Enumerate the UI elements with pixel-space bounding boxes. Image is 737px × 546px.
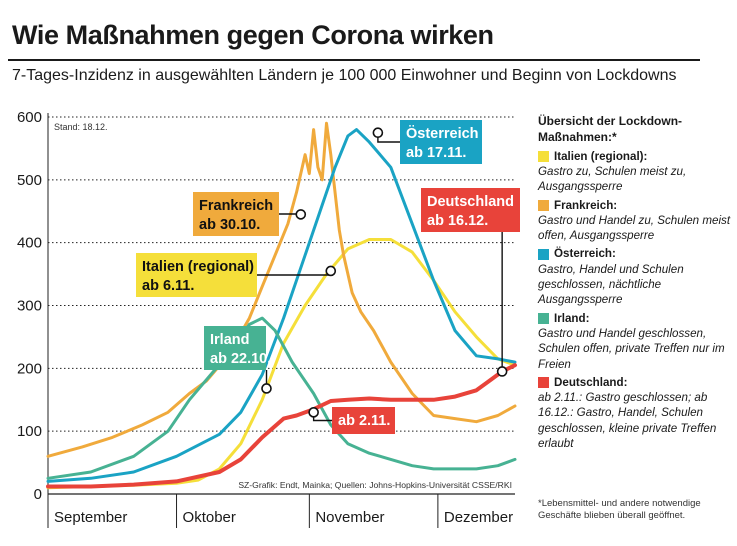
annotation-box [332,407,395,434]
legend-swatch [538,199,549,211]
annotation-label: ab 22.10. [210,351,271,367]
annotation-2: Österreich ab 17.11. [372,120,482,164]
y-tick-label: 0 [34,486,42,503]
annotation-3: Irland ab 22.10. [204,326,272,394]
title-divider [8,59,700,61]
annotation-label: ab 16.12. [427,213,488,229]
annotation-marker [496,366,508,377]
annotation-label: ab 17.11. [406,145,466,161]
stand-label: Stand: 18.12. [54,122,108,132]
legend-item-name: Frankreich: [554,198,618,212]
annotation-label: Österreich [406,125,479,142]
y-tick-label: 200 [17,360,42,377]
y-tick-label: 400 [17,235,42,252]
legend-item-desc: Gastro zu, Schulen meist zu, Ausgangsspe… [538,164,687,194]
annotation-label: Irland [210,332,249,348]
legend-item-name: Irland: [554,311,590,325]
legend-swatch [538,248,549,260]
legend-item-desc: Gastro, Handel und Schulen geschlossen, … [538,262,684,307]
legend-item-name: Deutschland: [554,375,628,389]
legend-item-desc: ab 2.11.: Gastro geschlossen; ab 16.12.:… [538,391,717,450]
annotation-box [136,253,257,297]
series-line-österreich [46,128,517,483]
y-tick-label: 300 [17,298,42,315]
annotation-label: ab 30.10. [199,217,260,233]
footnote: *Lebensmittel- und andere notwendige Ges… [538,498,701,521]
legend-item-oesterreich: Österreich: Gastro, Handel und Schulen g… [538,246,734,307]
x-tick-label: September [54,509,127,526]
x-tick-label: Dezember [444,509,513,526]
annotation-box [193,192,279,236]
series-line-deutschland [46,363,517,489]
annotation-1: Italien (regional) ab 6.11. [136,253,337,297]
legend-swatch [538,150,549,162]
legend-item-irland: Irland: Gastro und Handel geschlossen, S… [538,311,734,372]
y-tick-label: 100 [17,423,42,440]
annotation-marker [308,407,319,418]
annotation-box [421,188,520,232]
lockdown-legend: Übersicht der Lockdown-Maßnahmen:* Itali… [538,114,734,454]
annotation-box [400,120,482,164]
source-label: SZ-Grafik: Endt, Mainka; Quellen: Johns-… [238,480,512,490]
annotation-box [204,326,266,370]
legend-item-frankreich: Frankreich: Gastro und Handel zu, Schule… [538,198,734,244]
legend-item-italien: Italien (regional): Gastro zu, Schulen m… [538,149,734,195]
x-tick-label: Oktober [183,509,236,526]
page-subtitle: 7-Tages-Inzidenz in ausgewählten Ländern… [12,67,677,84]
legend-item-name: Österreich: [554,247,616,261]
legend-item-desc: Gastro und Handel zu, Schulen meist offe… [538,213,731,243]
annotation-marker [295,209,307,220]
annotation-label: ab 6.11. [142,278,194,294]
annotation-marker [372,127,384,139]
legend-item-name: Italien (regional): [554,149,648,163]
annotation-label: Deutschland [427,194,514,210]
x-tick-label: November [315,509,384,526]
series-line-frankreich [46,121,517,458]
annotation-marker [261,383,272,394]
annotation-marker [325,265,337,277]
annotation-label: ab 2.11. [338,413,390,429]
annotation-label: Frankreich [199,198,273,214]
y-tick-label: 500 [17,172,42,189]
annotation-5: Deutschland ab 16.12. [421,188,520,377]
legend-swatch [538,376,549,388]
y-tick-label: 600 [17,109,42,126]
legend-item-desc: Gastro und Handel geschlossen, Schulen o… [538,326,725,371]
series-line-irland [46,316,517,480]
page-title: Wie Maßnahmen gegen Corona wirken [12,20,494,50]
legend-title: Übersicht der Lockdown-Maßnahmen:* [538,114,683,144]
legend-item-deutschland: Deutschland: ab 2.11.: Gastro geschlosse… [538,375,734,451]
legend-swatch [538,312,549,324]
series-line-italien [46,238,517,490]
annotation-4: ab 2.11. [308,407,395,434]
annotation-label: Italien (regional) [142,259,254,275]
annotation-0: Frankreich ab 30.10. [193,192,307,236]
